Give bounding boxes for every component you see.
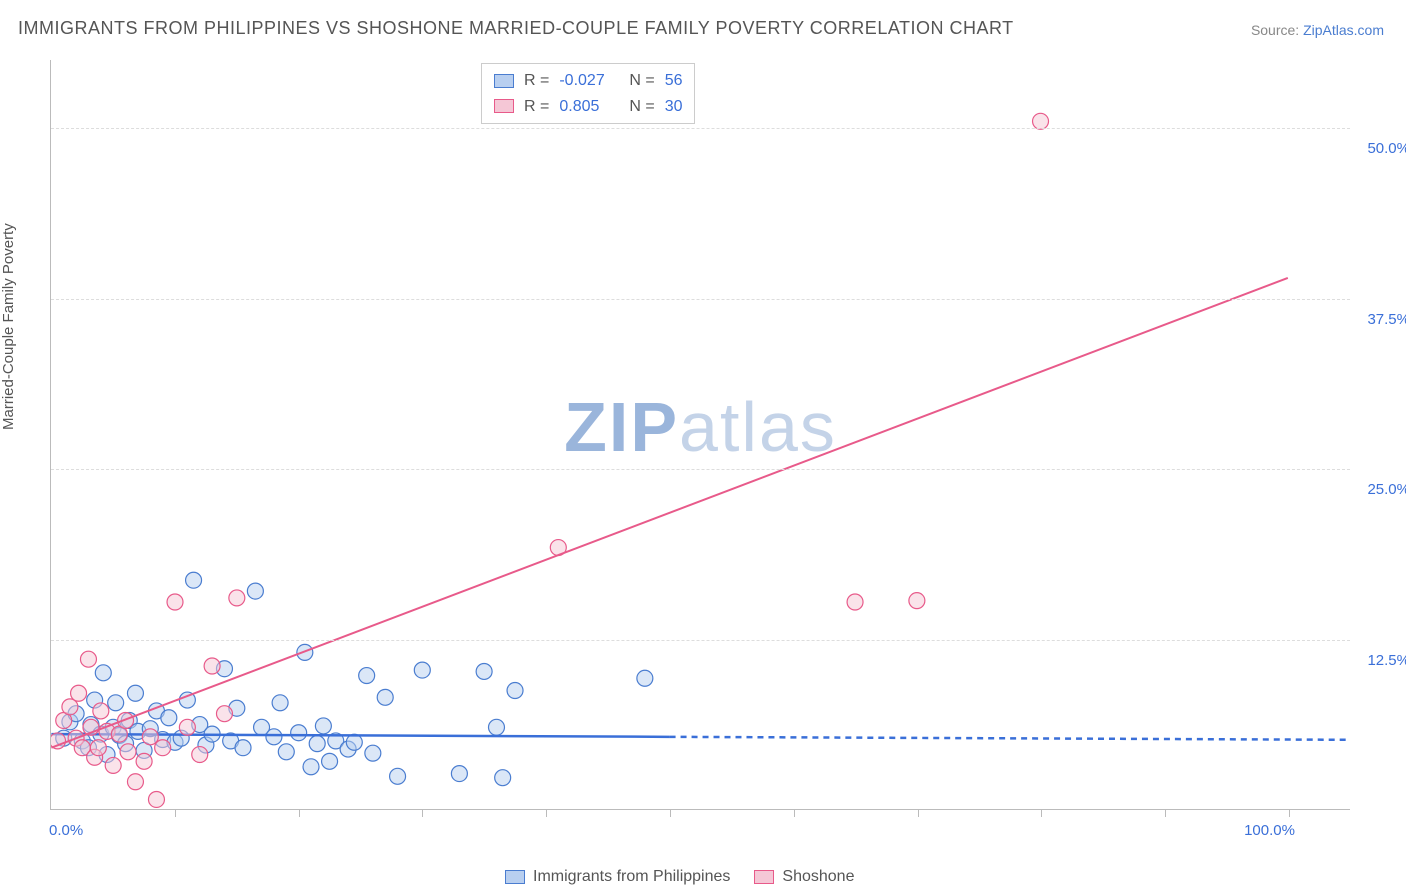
data-point xyxy=(161,710,177,726)
gridline xyxy=(51,299,1350,300)
data-point xyxy=(120,744,136,760)
data-point xyxy=(451,766,467,782)
data-point xyxy=(71,685,87,701)
legend-item: Shoshone xyxy=(754,868,854,886)
data-point xyxy=(127,685,143,701)
gridline xyxy=(51,640,1350,641)
data-point xyxy=(359,668,375,684)
scatter-svg xyxy=(51,60,1350,809)
data-point xyxy=(303,759,319,775)
x-tick xyxy=(1289,809,1290,817)
x-tick xyxy=(175,809,176,817)
data-point xyxy=(155,740,171,756)
x-tick xyxy=(1041,809,1042,817)
chart-title: IMMIGRANTS FROM PHILIPPINES VS SHOSHONE … xyxy=(18,18,1014,39)
data-point xyxy=(216,706,232,722)
x-tick xyxy=(670,809,671,817)
data-point xyxy=(148,791,164,807)
legend-swatch xyxy=(505,870,525,884)
gridline xyxy=(51,128,1350,129)
data-point xyxy=(315,718,331,734)
data-point xyxy=(127,774,143,790)
data-point xyxy=(204,658,220,674)
y-tick-label: 50.0% xyxy=(1355,140,1406,157)
data-point xyxy=(377,689,393,705)
data-point xyxy=(507,683,523,699)
x-tick-label: 100.0% xyxy=(1244,822,1295,839)
data-point xyxy=(229,590,245,606)
data-point xyxy=(637,670,653,686)
data-point xyxy=(291,725,307,741)
x-tick xyxy=(1165,809,1166,817)
x-tick xyxy=(546,809,547,817)
data-point xyxy=(62,699,78,715)
data-point xyxy=(266,729,282,745)
data-point xyxy=(909,593,925,609)
data-point xyxy=(309,736,325,752)
legend-swatch xyxy=(754,870,774,884)
data-point xyxy=(90,740,106,756)
y-tick-label: 25.0% xyxy=(1355,481,1406,498)
data-point xyxy=(476,663,492,679)
data-point xyxy=(80,651,96,667)
data-point xyxy=(136,753,152,769)
data-point xyxy=(278,744,294,760)
trend-line xyxy=(51,278,1287,748)
plot-area: ZIPatlas R = -0.027 N = 56 R = 0.805 N =… xyxy=(50,60,1350,810)
data-point xyxy=(272,695,288,711)
gridline xyxy=(51,469,1350,470)
source-link[interactable]: ZipAtlas.com xyxy=(1303,22,1384,38)
data-point xyxy=(95,665,111,681)
data-point xyxy=(105,757,121,773)
data-point xyxy=(847,594,863,610)
data-point xyxy=(235,740,251,756)
legend-series: Immigrants from Philippines Shoshone xyxy=(505,868,854,886)
data-point xyxy=(414,662,430,678)
data-point xyxy=(322,753,338,769)
data-point xyxy=(108,695,124,711)
y-axis-label: Married-Couple Family Poverty xyxy=(0,223,17,430)
data-point xyxy=(365,745,381,761)
chart-container: IMMIGRANTS FROM PHILIPPINES VS SHOSHONE … xyxy=(0,0,1406,892)
trend-line-dashed xyxy=(670,737,1350,740)
y-tick-label: 37.5% xyxy=(1355,311,1406,328)
y-tick-label: 12.5% xyxy=(1355,652,1406,669)
data-point xyxy=(93,703,109,719)
data-point xyxy=(192,747,208,763)
data-point xyxy=(179,719,195,735)
data-point xyxy=(167,594,183,610)
x-tick-label: 0.0% xyxy=(49,822,83,839)
data-point xyxy=(247,583,263,599)
data-point xyxy=(186,572,202,588)
x-tick xyxy=(794,809,795,817)
data-point xyxy=(488,719,504,735)
data-point xyxy=(390,768,406,784)
x-tick xyxy=(422,809,423,817)
source-attribution: Source: ZipAtlas.com xyxy=(1251,22,1384,38)
data-point xyxy=(1033,113,1049,129)
legend-item: Immigrants from Philippines xyxy=(505,868,730,886)
data-point xyxy=(142,729,158,745)
x-tick xyxy=(918,809,919,817)
x-tick xyxy=(299,809,300,817)
data-point xyxy=(495,770,511,786)
